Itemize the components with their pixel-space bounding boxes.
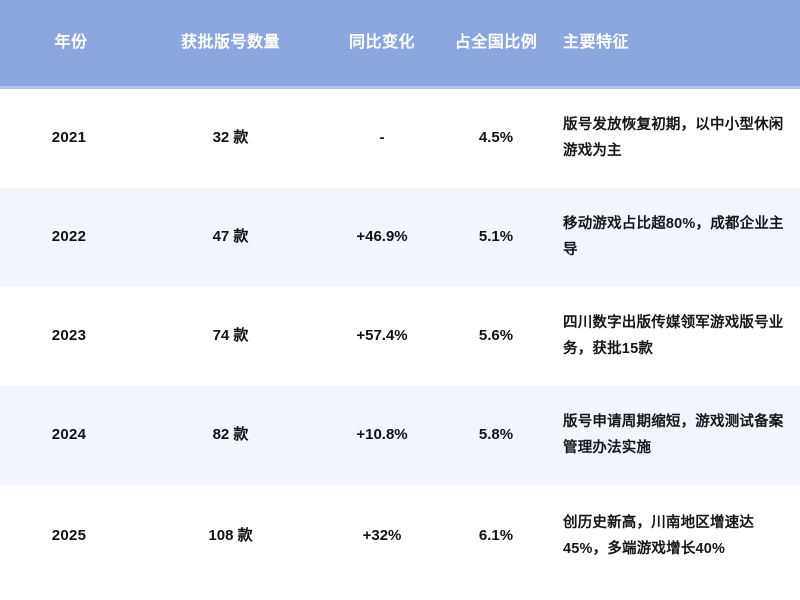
- cell-year: 2025: [51, 527, 87, 545]
- cell-yoy: +32%: [362, 527, 402, 545]
- column-header-yoy: 同比变化: [348, 34, 415, 52]
- cell-year: 2022: [51, 228, 87, 246]
- table-row: 2023 74 款 +57.4% 5.6% 四川数字出版传媒领军游戏版号业务，获…: [0, 287, 800, 386]
- table-row: 2022 47 款 +46.9% 5.1% 移动游戏占比超80%，成都企业主导: [0, 188, 800, 287]
- cell-feature: 移动游戏占比超80%，成都企业主导: [563, 216, 784, 258]
- table-row: 2025 108 款 +32% 6.1% 创历史新高，川南地区增速达45%，多端…: [0, 485, 800, 588]
- cell-count: 74 款: [212, 327, 249, 345]
- cell-year: 2021: [51, 129, 87, 147]
- column-header-year: 年份: [54, 34, 88, 52]
- cell-share: 4.5%: [478, 129, 514, 147]
- column-header-share: 占全国比例: [454, 34, 538, 52]
- cell-share: 6.1%: [478, 527, 514, 545]
- cell-share: 5.6%: [478, 327, 514, 345]
- cell-count: 108 款: [208, 527, 253, 545]
- cell-year: 2023: [51, 327, 87, 345]
- table-header-row: 年份 获批版号数量 同比变化 占全国比例 主要特征: [0, 0, 800, 89]
- column-header-count: 获批版号数量: [180, 34, 280, 52]
- table-body: 2021 32 款 - 4.5% 版号发放恢复初期，以中小型休闲游戏为主 202…: [0, 89, 800, 588]
- cell-feature: 四川数字出版传媒领军游戏版号业务，获批15款: [563, 315, 784, 357]
- table-row: 2021 32 款 - 4.5% 版号发放恢复初期，以中小型休闲游戏为主: [0, 89, 800, 188]
- cell-feature: 创历史新高，川南地区增速达45%，多端游戏增长40%: [563, 515, 755, 557]
- cell-yoy: +57.4%: [356, 327, 408, 345]
- cell-count: 32 款: [212, 129, 249, 147]
- cell-count: 82 款: [212, 426, 249, 444]
- cell-feature: 版号发放恢复初期，以中小型休闲游戏为主: [563, 117, 784, 159]
- cell-feature: 版号申请周期缩短，游戏测试备案管理办法实施: [563, 414, 784, 456]
- cell-count: 47 款: [212, 228, 249, 246]
- column-header-feature: 主要特征: [563, 34, 630, 52]
- cell-share: 5.8%: [478, 426, 514, 444]
- cell-yoy: -: [379, 129, 385, 147]
- cell-yoy: +46.9%: [356, 228, 408, 246]
- table-row: 2024 82 款 +10.8% 5.8% 版号申请周期缩短，游戏测试备案管理办…: [0, 386, 800, 485]
- cell-yoy: +10.8%: [356, 426, 408, 444]
- cell-year: 2024: [51, 426, 87, 444]
- cell-share: 5.1%: [478, 228, 514, 246]
